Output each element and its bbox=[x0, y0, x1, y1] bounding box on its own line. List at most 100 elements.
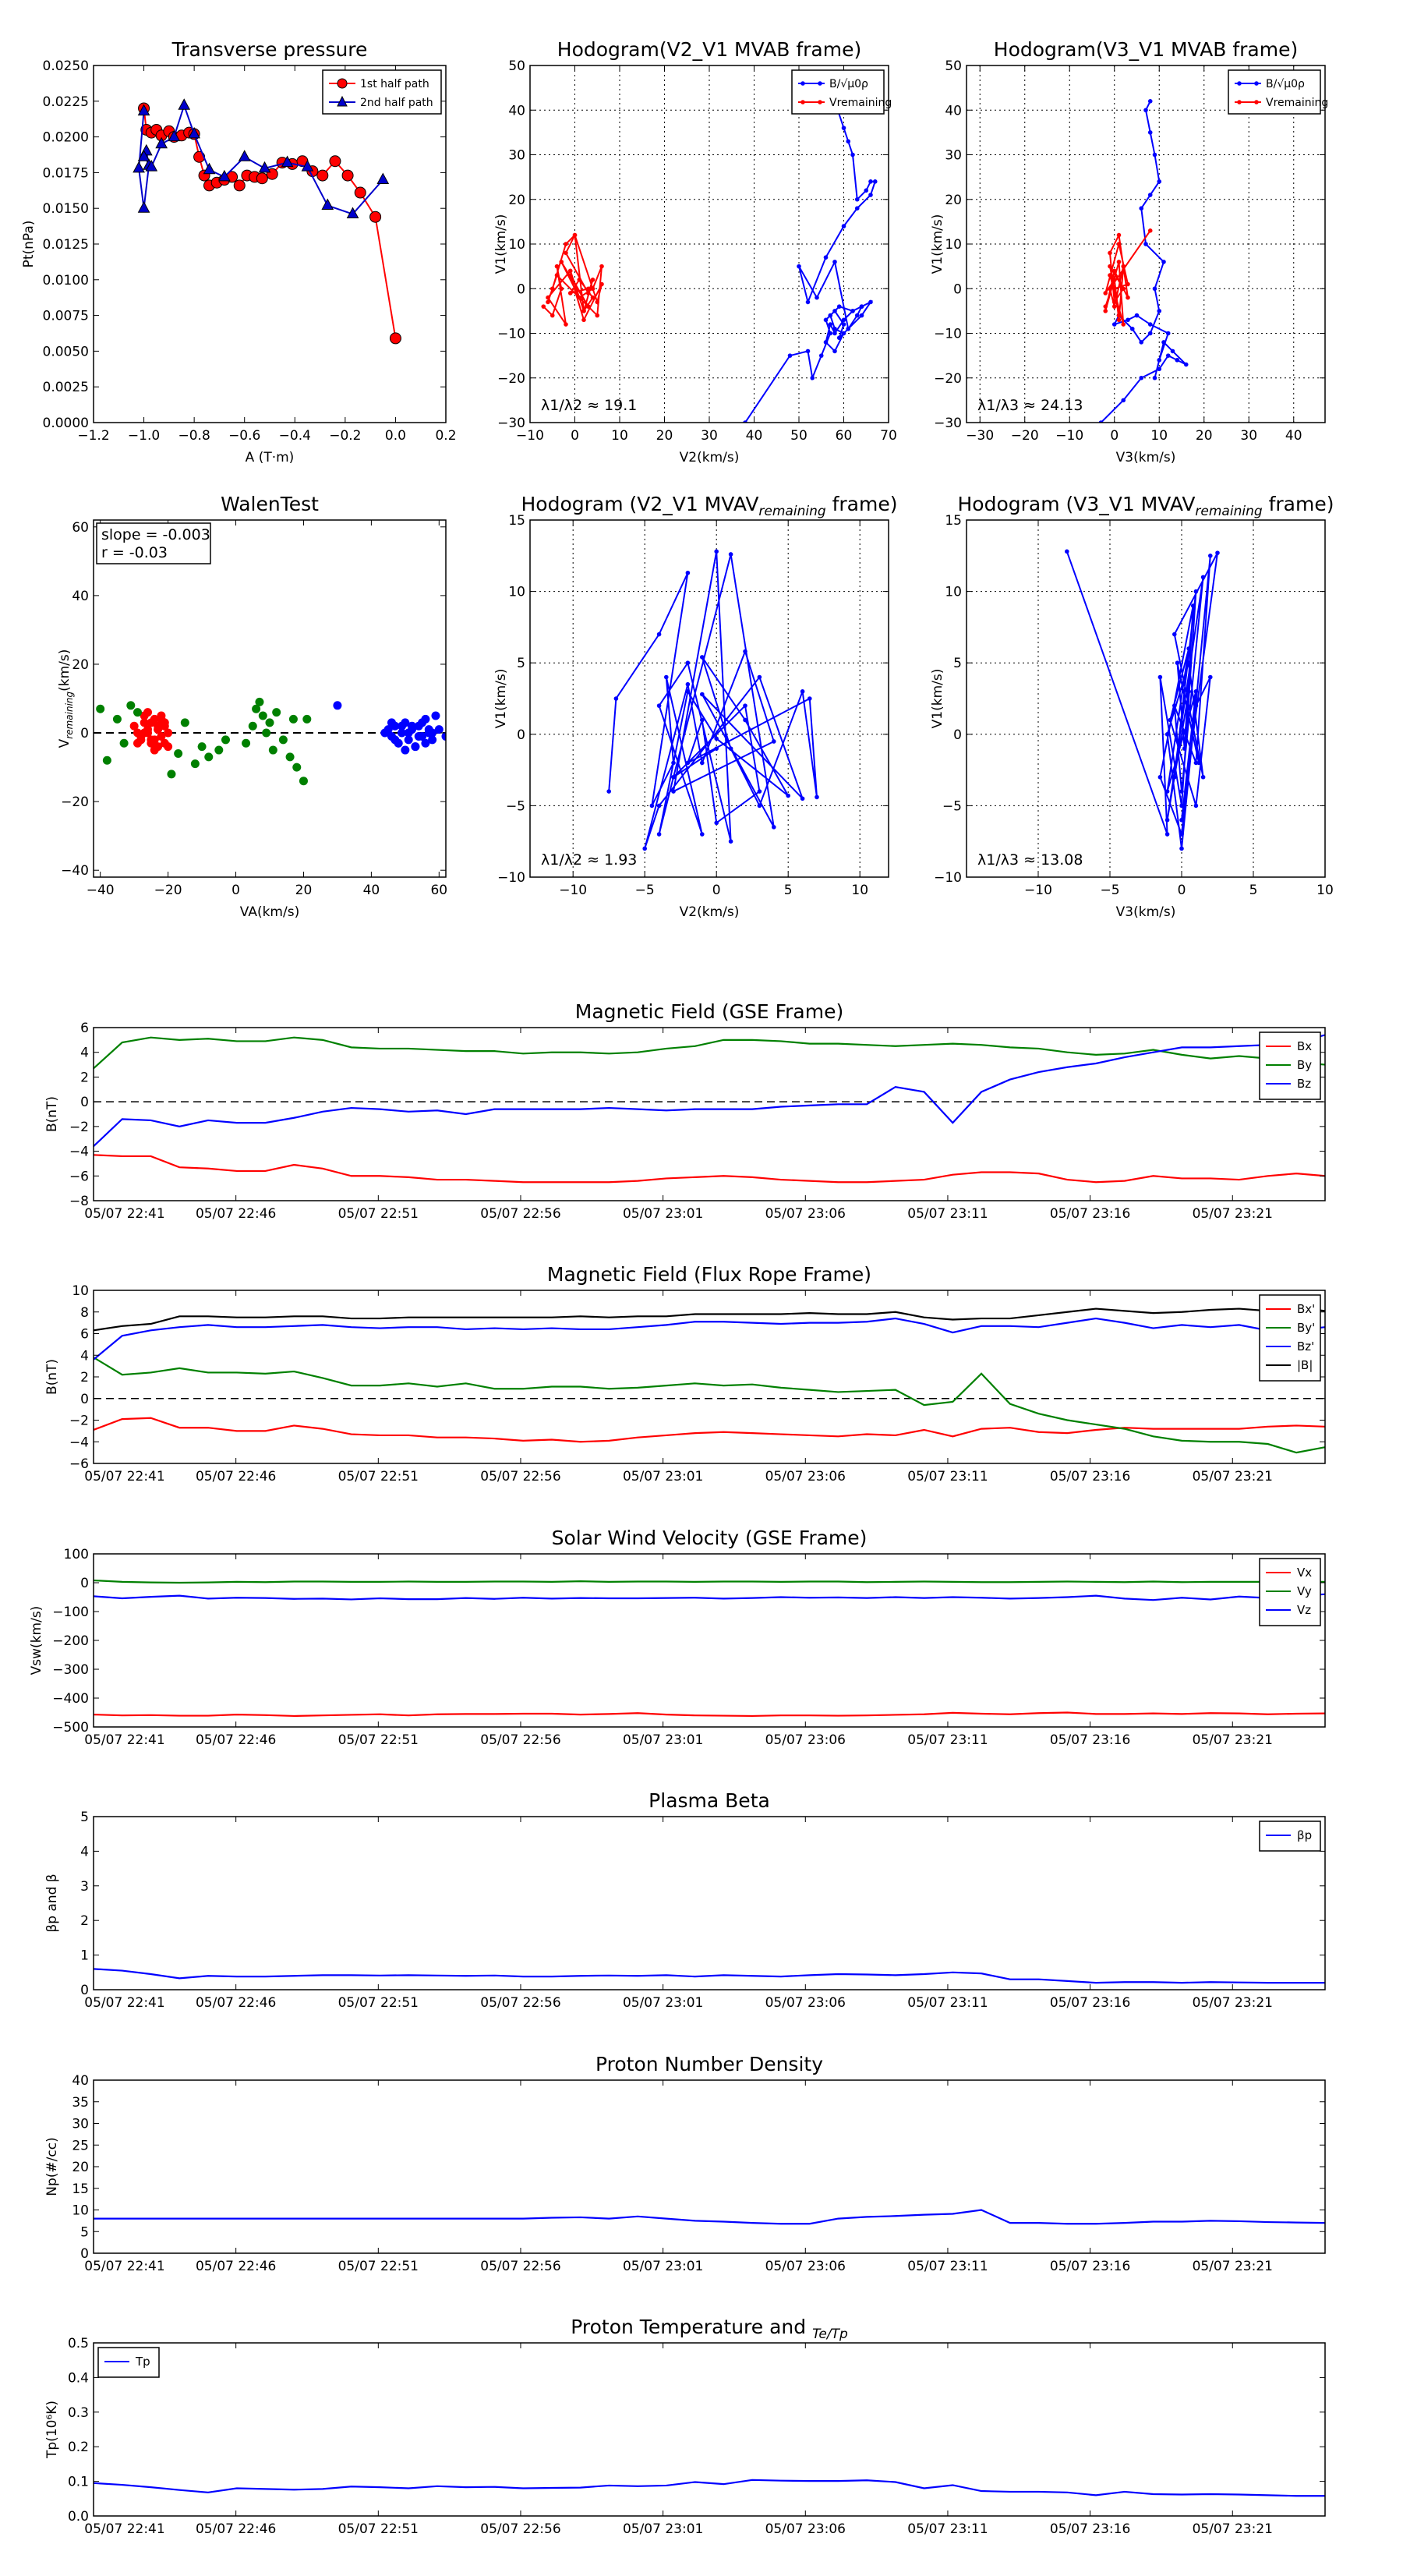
data-point bbox=[157, 731, 166, 741]
x-tick-label: −0.6 bbox=[228, 428, 260, 444]
panel-8: −500 −400 −300 −200 −100 0 100 05/07 22:41 05/07… bbox=[29, 1527, 1326, 1748]
legend-marker bbox=[1237, 100, 1242, 104]
legend-marker bbox=[818, 100, 822, 104]
legend-label: Vy bbox=[1297, 1584, 1312, 1598]
chart-title: Hodogram(V3_V1 MVAB frame) bbox=[994, 38, 1298, 61]
y-tick-label: 0 bbox=[517, 727, 525, 743]
x-tick-label: 05/07 22:41 bbox=[84, 2521, 164, 2537]
data-point bbox=[1147, 322, 1153, 327]
x-tick-label: 05/07 22:46 bbox=[196, 1995, 276, 2011]
data-point bbox=[288, 714, 298, 724]
data-point bbox=[595, 313, 600, 318]
y-tick-label: 0.1 bbox=[68, 2475, 89, 2490]
data-point bbox=[823, 317, 829, 323]
x-tick-label: 05/07 23:16 bbox=[1050, 2259, 1130, 2274]
x-tick-label: 05/07 22:56 bbox=[480, 1995, 560, 2011]
data-point bbox=[757, 789, 762, 794]
data-point bbox=[238, 150, 251, 161]
y-tick-label: −6 bbox=[69, 1169, 89, 1184]
data-point bbox=[1182, 746, 1187, 751]
title-text: Plasma Beta bbox=[648, 1789, 770, 1812]
title-subscript: remaining bbox=[758, 504, 825, 519]
y-tick-label: 4 bbox=[80, 1046, 89, 1061]
plot-area bbox=[133, 98, 401, 345]
plot-frame bbox=[93, 1027, 1326, 1201]
data-point bbox=[341, 169, 354, 182]
y-tick-label: −8 bbox=[69, 1194, 89, 1209]
y-tick-label: 20 bbox=[945, 193, 962, 208]
x-tick-label: 05/07 22:56 bbox=[480, 2259, 560, 2274]
data-point bbox=[832, 309, 837, 313]
title-text: WalenTest bbox=[221, 493, 319, 515]
annotation-text: λ1/λ3 ≈ 13.08 bbox=[977, 851, 1083, 869]
y-tick-label: −6 bbox=[69, 1456, 89, 1472]
y-tick-label: 0.0050 bbox=[43, 344, 89, 359]
x-tick-label: 05/07 23:01 bbox=[623, 1995, 703, 2011]
plot-area bbox=[1065, 549, 1220, 851]
y-tick-label: 2 bbox=[80, 1070, 89, 1085]
legend-marker bbox=[1237, 81, 1242, 86]
data-point bbox=[1121, 322, 1126, 327]
data-point bbox=[828, 322, 833, 327]
y-axis-label: βp and β bbox=[44, 1874, 60, 1932]
data-point bbox=[221, 735, 230, 745]
data-point bbox=[180, 718, 189, 727]
legend-label: |B| bbox=[1297, 1358, 1313, 1372]
data-point bbox=[1179, 846, 1184, 851]
x-tick-label: 0.0 bbox=[385, 428, 406, 444]
x-tick-label: 30 bbox=[701, 428, 718, 444]
plot-area bbox=[94, 1034, 1325, 1184]
x-tick-label: 05/07 22:56 bbox=[480, 1206, 560, 1222]
y-tick-label: 30 bbox=[945, 148, 962, 164]
data-point bbox=[585, 304, 591, 309]
data-point bbox=[1139, 375, 1144, 380]
y-tick-label: −10 bbox=[497, 870, 525, 886]
data-point bbox=[577, 278, 582, 282]
y-tick-label: −20 bbox=[934, 371, 962, 387]
data-point bbox=[714, 736, 719, 741]
y-tick-label: −100 bbox=[52, 1605, 89, 1620]
data-point bbox=[832, 260, 837, 264]
data-point bbox=[1208, 554, 1213, 558]
x-tick-label: 05/07 22:51 bbox=[338, 1995, 419, 2011]
x-tick-label: 0 bbox=[231, 883, 240, 898]
data-point bbox=[119, 738, 129, 748]
panel-2: −30 −20 −10 0 10 20 30 40 −30 −20 −10 0 10 20 30 40 50 V3… bbox=[930, 38, 1328, 465]
legend-label: By bbox=[1297, 1058, 1312, 1072]
x-tick-label: 05/07 22:51 bbox=[338, 1206, 419, 1222]
data-point bbox=[728, 552, 733, 557]
y-tick-label: 40 bbox=[72, 2073, 89, 2089]
x-tick-label: 05/07 23:01 bbox=[623, 2521, 703, 2537]
data-point bbox=[1143, 108, 1148, 113]
legend-label: Vx bbox=[1297, 1566, 1312, 1580]
y-tick-label: −20 bbox=[61, 794, 89, 810]
x-tick-label: 05/07 22:46 bbox=[196, 1469, 276, 1484]
data-point bbox=[167, 770, 176, 779]
data-point bbox=[292, 763, 302, 772]
plot-frame bbox=[93, 2079, 1326, 2254]
data-point bbox=[846, 326, 851, 331]
x-tick-label: 10 bbox=[1316, 883, 1334, 898]
data-point bbox=[1108, 286, 1112, 292]
data-point bbox=[404, 735, 413, 745]
data-point bbox=[418, 718, 427, 727]
series-line bbox=[143, 108, 397, 339]
data-point bbox=[850, 152, 855, 157]
data-point bbox=[1116, 313, 1122, 318]
data-point bbox=[841, 126, 846, 130]
data-point bbox=[868, 179, 873, 184]
y-tick-label: 5 bbox=[80, 2224, 89, 2240]
data-point bbox=[1186, 689, 1191, 694]
y-tick-label: 0 bbox=[953, 727, 962, 743]
x-tick-label: −1.0 bbox=[128, 428, 160, 444]
data-point bbox=[354, 186, 366, 199]
annotation-text: λ1/λ2 ≈ 19.1 bbox=[541, 397, 637, 414]
data-point bbox=[376, 172, 390, 185]
y-tick-label: −30 bbox=[934, 416, 962, 431]
data-point bbox=[1161, 260, 1166, 264]
data-point bbox=[389, 332, 401, 345]
data-point bbox=[1157, 674, 1163, 680]
x-tick-label: 10 bbox=[851, 883, 868, 898]
data-point bbox=[252, 704, 261, 713]
legend-marker bbox=[800, 81, 805, 86]
